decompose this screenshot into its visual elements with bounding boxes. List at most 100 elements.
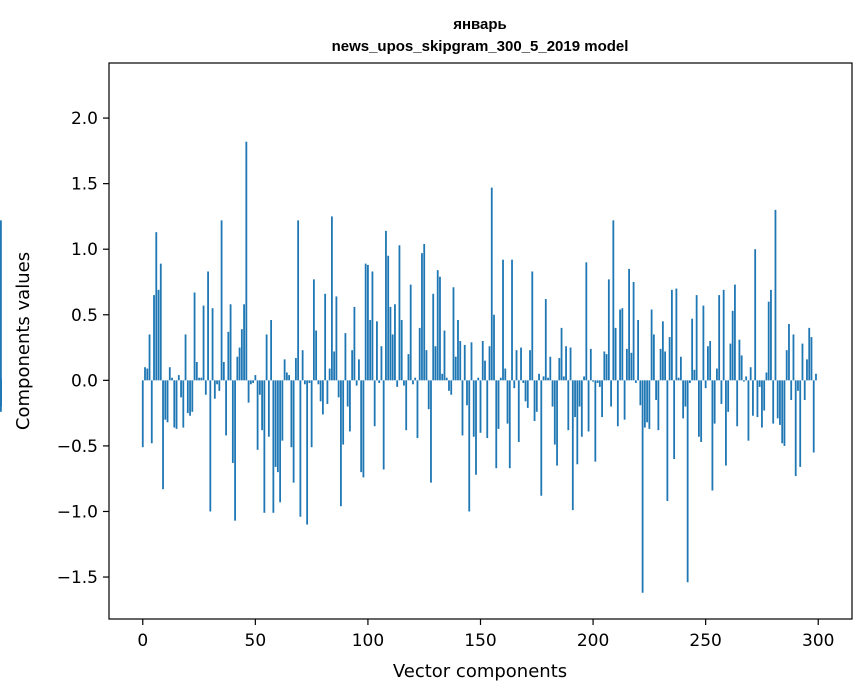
bar bbox=[313, 279, 315, 380]
bar bbox=[574, 380, 576, 417]
bar bbox=[381, 346, 383, 380]
bar bbox=[597, 380, 599, 383]
bar bbox=[254, 375, 256, 380]
bar bbox=[642, 380, 644, 592]
bar bbox=[502, 260, 504, 381]
bar bbox=[513, 380, 515, 388]
bar bbox=[525, 380, 527, 401]
bar bbox=[308, 380, 310, 383]
chart-title: январь bbox=[453, 16, 507, 33]
bar bbox=[336, 296, 338, 380]
bar bbox=[806, 359, 808, 380]
bar bbox=[0, 380, 2, 406]
bar bbox=[257, 380, 259, 450]
bar bbox=[754, 249, 756, 380]
bar bbox=[617, 380, 619, 426]
bar bbox=[342, 380, 344, 444]
bar bbox=[403, 380, 405, 385]
x-tick-label: 250 bbox=[689, 631, 721, 651]
bar bbox=[338, 380, 340, 397]
bar bbox=[655, 380, 657, 400]
bar bbox=[554, 380, 556, 444]
bar bbox=[144, 367, 146, 380]
bar bbox=[482, 341, 484, 380]
bar bbox=[216, 380, 218, 384]
bar bbox=[612, 220, 614, 380]
bar bbox=[781, 380, 783, 443]
bar bbox=[784, 380, 786, 446]
bar bbox=[142, 380, 144, 447]
bar bbox=[736, 380, 738, 426]
bar bbox=[173, 380, 175, 427]
bar bbox=[491, 188, 493, 381]
bar bbox=[290, 380, 292, 447]
bar bbox=[243, 304, 245, 380]
bar bbox=[430, 380, 432, 482]
bar bbox=[633, 282, 635, 380]
bar bbox=[223, 362, 225, 380]
bar bbox=[457, 320, 459, 380]
bar bbox=[657, 380, 659, 430]
bar bbox=[392, 334, 394, 380]
y-tick-label: 1.5 bbox=[71, 175, 98, 195]
bar bbox=[549, 357, 551, 381]
bar bbox=[180, 380, 182, 397]
y-tick-label: 0.0 bbox=[71, 371, 98, 391]
bar bbox=[396, 380, 398, 387]
bar bbox=[473, 380, 475, 436]
bar bbox=[453, 287, 455, 380]
y-axis: −1.5 −1.0 −0.5 0.0 0.5 1.0 1.5 2.0 bbox=[57, 109, 109, 588]
bar bbox=[671, 290, 673, 380]
bar bbox=[572, 380, 574, 510]
bar bbox=[304, 380, 306, 384]
bar bbox=[730, 344, 732, 381]
bar bbox=[624, 380, 626, 419]
bar bbox=[739, 340, 741, 381]
bar bbox=[374, 380, 376, 426]
x-tick-label: 100 bbox=[352, 631, 384, 651]
bar bbox=[495, 380, 497, 468]
bar bbox=[507, 380, 509, 423]
bar bbox=[205, 380, 207, 394]
bar bbox=[408, 354, 410, 380]
bar bbox=[707, 346, 709, 380]
bar bbox=[693, 370, 695, 380]
bar bbox=[428, 380, 430, 409]
bar bbox=[709, 341, 711, 380]
bar bbox=[653, 334, 655, 380]
bar bbox=[214, 380, 216, 398]
x-axis-label: Vector components bbox=[393, 661, 567, 682]
bar bbox=[601, 380, 603, 417]
bar bbox=[581, 380, 583, 436]
bar bbox=[279, 380, 281, 502]
bar bbox=[529, 350, 531, 380]
bar bbox=[419, 328, 421, 380]
bar bbox=[293, 380, 295, 482]
bar bbox=[358, 359, 360, 380]
bar bbox=[716, 369, 718, 381]
y-tick-label: −0.5 bbox=[57, 437, 98, 457]
bar bbox=[394, 304, 396, 380]
bar bbox=[666, 380, 668, 501]
bar bbox=[592, 380, 594, 381]
bar bbox=[777, 380, 779, 418]
bar bbox=[277, 380, 279, 472]
bar bbox=[164, 380, 166, 419]
bar bbox=[471, 342, 473, 380]
bar bbox=[743, 380, 745, 381]
bar bbox=[345, 333, 347, 380]
bar bbox=[621, 308, 623, 380]
bar bbox=[608, 279, 610, 380]
bar bbox=[252, 380, 254, 383]
x-tick-label: 50 bbox=[245, 631, 267, 651]
bar bbox=[369, 320, 371, 380]
bar bbox=[599, 380, 601, 387]
bar bbox=[432, 294, 434, 381]
bar bbox=[705, 380, 707, 388]
bar bbox=[745, 376, 747, 380]
bar bbox=[811, 337, 813, 380]
bar bbox=[748, 380, 750, 440]
bar bbox=[477, 378, 479, 381]
bar bbox=[196, 362, 198, 380]
bar bbox=[155, 232, 157, 380]
